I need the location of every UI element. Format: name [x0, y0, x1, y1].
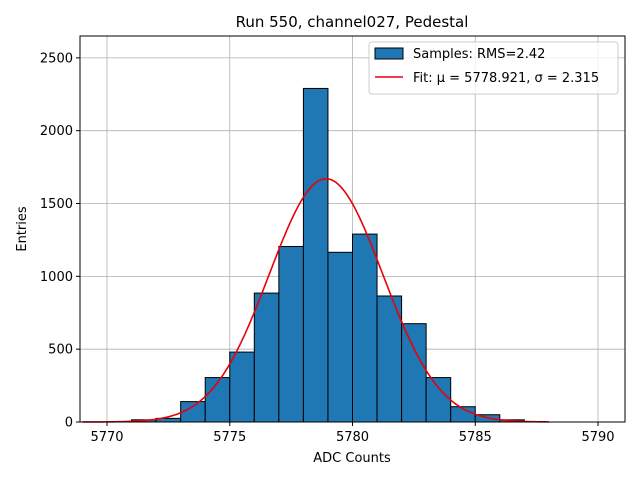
legend-label-fit: Fit: μ = 5778.921, σ = 2.315	[413, 71, 599, 86]
bar-6	[278, 245, 304, 423]
legend-swatch-samples	[374, 47, 404, 60]
bar-12	[425, 377, 452, 423]
legend-box	[368, 41, 619, 95]
x-axis-ticks: 5770 5775 5780 5785 5790	[90, 422, 615, 445]
bar-4	[229, 351, 255, 423]
legend: Samples: RMS=2.42 Fit: μ = 5778.921, σ =…	[368, 41, 619, 95]
x-axis-label: ADC Counts	[313, 451, 391, 466]
histogram-bars	[131, 87, 525, 423]
x-tick-label-4: 5790	[581, 430, 614, 445]
fit-curve	[82, 177, 549, 423]
x-tick-label-2: 5780	[336, 430, 369, 445]
legend-label-samples: Samples: RMS=2.42	[413, 47, 545, 62]
y-axis-label: Entries	[15, 206, 30, 252]
y-tick-label-5: 2500	[40, 51, 73, 66]
y-tick-label-4: 2000	[40, 124, 73, 139]
y-axis-ticks: 0 500 1000 1500 2000 2500	[40, 51, 80, 431]
x-tick-label-3: 5785	[459, 430, 492, 445]
bar-10	[376, 295, 403, 423]
y-tick-label-2: 1000	[40, 270, 73, 285]
bar-8	[327, 251, 353, 423]
y-tick-label-0: 0	[65, 416, 73, 431]
bar-11	[401, 323, 427, 423]
bar-5	[253, 292, 280, 423]
bar-7	[302, 87, 329, 423]
bar-9	[352, 233, 378, 423]
y-tick-label-1: 500	[48, 343, 73, 358]
chart-title: Run 550, channel027, Pedestal	[236, 13, 469, 31]
x-tick-label-1: 5775	[213, 430, 246, 445]
bar-3	[204, 377, 231, 423]
x-tick-label-0: 5770	[90, 430, 123, 445]
y-tick-label-3: 1500	[40, 197, 73, 212]
